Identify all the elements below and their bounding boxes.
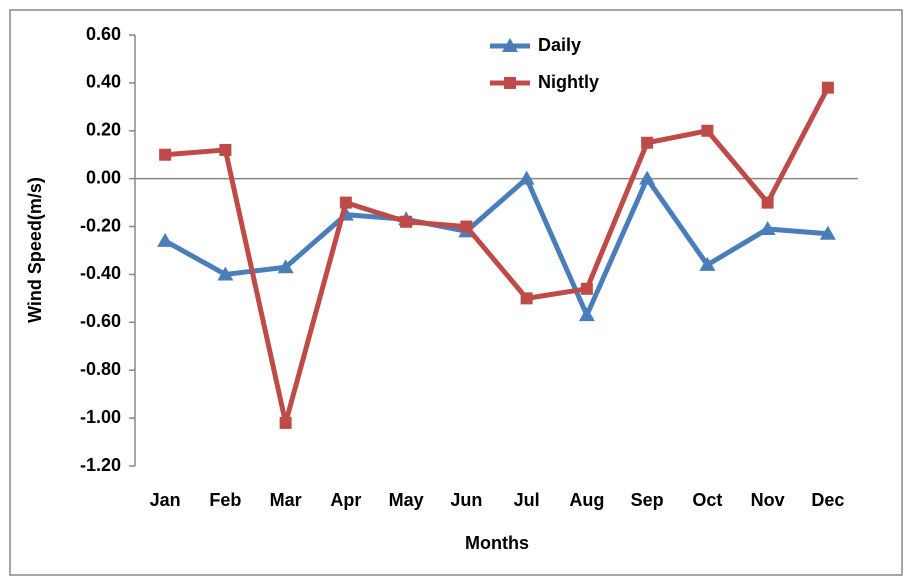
marker — [277, 259, 294, 274]
x-tick-label: Dec — [811, 490, 844, 510]
marker — [157, 232, 174, 247]
marker — [518, 170, 535, 185]
y-tick-label: -1.20 — [80, 455, 121, 475]
marker — [580, 282, 593, 295]
y-tick-label: -0.40 — [80, 263, 121, 283]
x-tick-label: Jun — [450, 490, 482, 510]
marker — [699, 256, 716, 271]
chart-frame — [9, 9, 903, 576]
marker — [578, 307, 595, 322]
x-tick-label: Mar — [270, 490, 302, 510]
marker — [701, 124, 714, 137]
marker — [821, 81, 834, 94]
legend-label: Daily — [538, 35, 581, 55]
marker — [400, 215, 413, 228]
marker — [339, 196, 352, 209]
y-tick-label: -0.80 — [80, 359, 121, 379]
series-line — [163, 176, 829, 318]
y-tick-label: -1.00 — [80, 407, 121, 427]
x-tick-label: Apr — [330, 490, 361, 510]
x-tick-label: Jan — [150, 490, 181, 510]
x-tick-label: Jul — [514, 490, 540, 510]
x-axis-label: Months — [465, 533, 529, 553]
marker — [819, 225, 836, 240]
marker — [460, 220, 473, 233]
y-tick-label: 0.00 — [86, 167, 121, 187]
marker — [504, 77, 516, 89]
x-tick-label: Sep — [631, 490, 664, 510]
y-tick-label: -0.20 — [80, 215, 121, 235]
x-tick-label: Aug — [569, 490, 604, 510]
marker — [159, 148, 172, 161]
marker — [219, 143, 232, 156]
marker — [520, 292, 533, 305]
y-tick-label: -0.60 — [80, 311, 121, 331]
x-tick-label: Nov — [751, 490, 785, 510]
marker — [759, 220, 776, 235]
y-tick-label: 0.40 — [86, 72, 121, 92]
marker — [217, 266, 234, 281]
x-tick-label: May — [389, 490, 424, 510]
marker — [639, 170, 656, 185]
y-tick-label: 0.20 — [86, 120, 121, 140]
y-tick-label: 0.60 — [86, 24, 121, 44]
marker — [761, 196, 774, 209]
series-line — [164, 86, 831, 426]
legend-label: Nightly — [538, 72, 599, 92]
x-tick-label: Oct — [692, 490, 722, 510]
marker — [279, 416, 292, 429]
x-tick-label: Feb — [209, 490, 241, 510]
marker — [502, 38, 518, 52]
marker — [641, 136, 654, 149]
y-axis-label: Wind Speed(m/s) — [25, 177, 45, 323]
